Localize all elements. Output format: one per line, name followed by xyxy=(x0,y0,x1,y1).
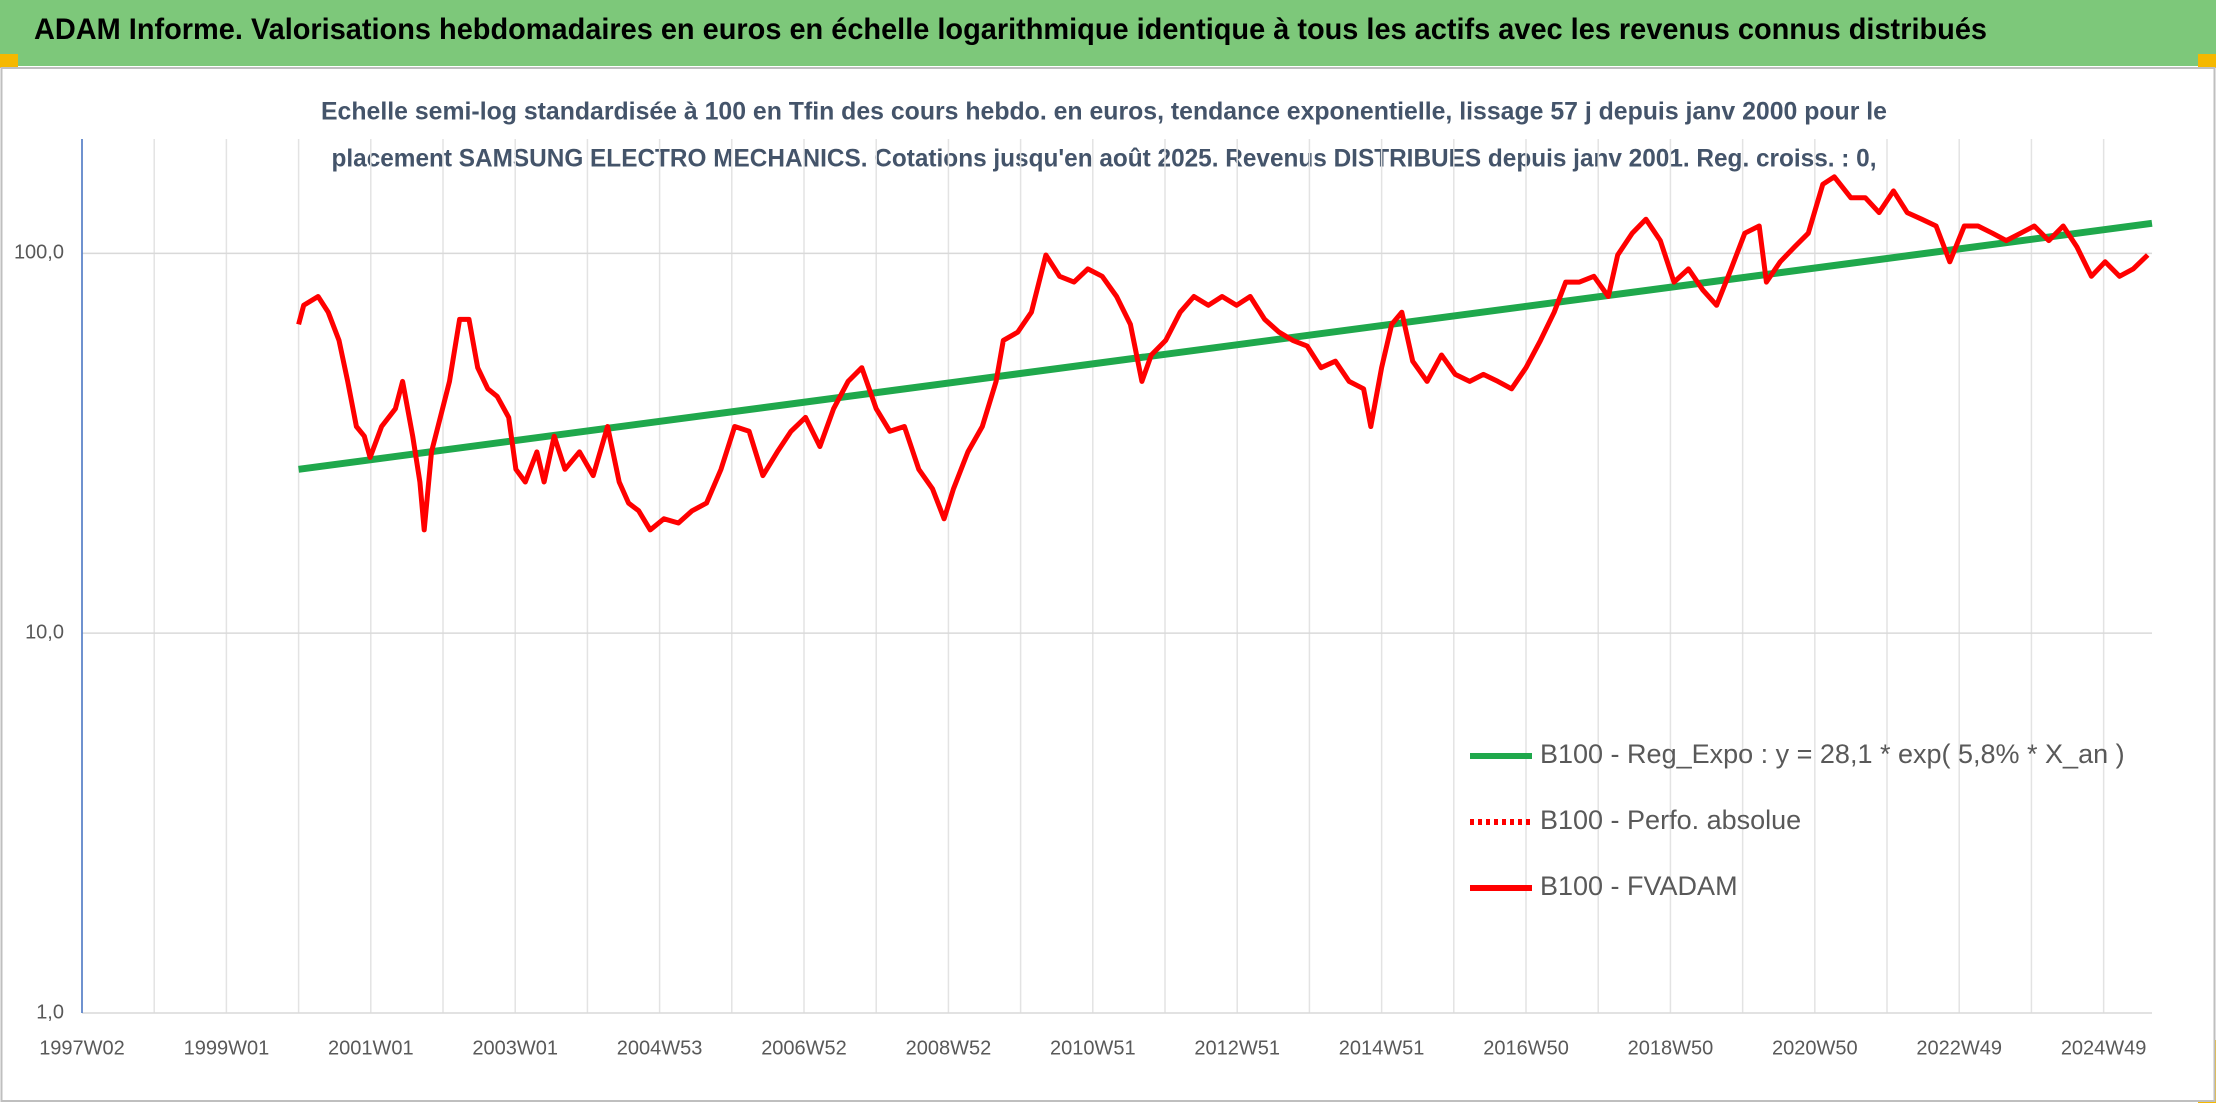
chart-frame xyxy=(0,67,2216,1102)
x-tick-label: 2014W51 xyxy=(1339,1037,1425,1059)
x-tick-label: 2016W50 xyxy=(1483,1037,1569,1059)
y-tick-label: 100,0 xyxy=(14,242,64,264)
corner-mark xyxy=(2198,54,2216,68)
x-tick-label: 2004W53 xyxy=(617,1037,703,1059)
x-tick-label: 2006W52 xyxy=(761,1037,847,1059)
series-line xyxy=(296,174,2150,533)
x-tick-label: 1999W01 xyxy=(184,1037,270,1059)
legend-label: B100 - FVADAM xyxy=(1540,871,1738,901)
x-tick-label: 2012W51 xyxy=(1194,1037,1280,1059)
x-tick-label: 2010W51 xyxy=(1050,1037,1136,1059)
y-tick-label: 1,0 xyxy=(36,1001,64,1023)
x-tick-label: 2022W49 xyxy=(1916,1037,2002,1059)
x-tick-label: 2018W50 xyxy=(1628,1037,1714,1059)
chart-subtitle: Echelle semi-log standardisée à 100 en T… xyxy=(321,98,1887,126)
x-tick-label: 2008W52 xyxy=(906,1037,992,1059)
legend-label: B100 - Reg_Expo : y = 28,1 * exp( 5,8% *… xyxy=(1540,739,2125,769)
y-tick-label: 10,0 xyxy=(25,621,64,643)
chart-title: ADAM Informe. Valorisations hebdomadaire… xyxy=(34,13,1987,46)
x-tick-label: 2001W01 xyxy=(328,1037,414,1059)
title-bar xyxy=(0,0,2216,66)
x-tick-label: 2024W49 xyxy=(2061,1037,2147,1059)
x-tick-label: 1997W02 xyxy=(39,1037,125,1059)
x-tick-label: 2020W50 xyxy=(1772,1037,1858,1059)
legend-label: B100 - Perfo. absolue xyxy=(1540,805,1801,835)
corner-mark xyxy=(0,54,18,68)
x-tick-label: 2003W01 xyxy=(472,1037,558,1059)
chart-subtitle: placement SAMSUNG ELECTRO MECHANICS. Cot… xyxy=(332,145,1877,173)
